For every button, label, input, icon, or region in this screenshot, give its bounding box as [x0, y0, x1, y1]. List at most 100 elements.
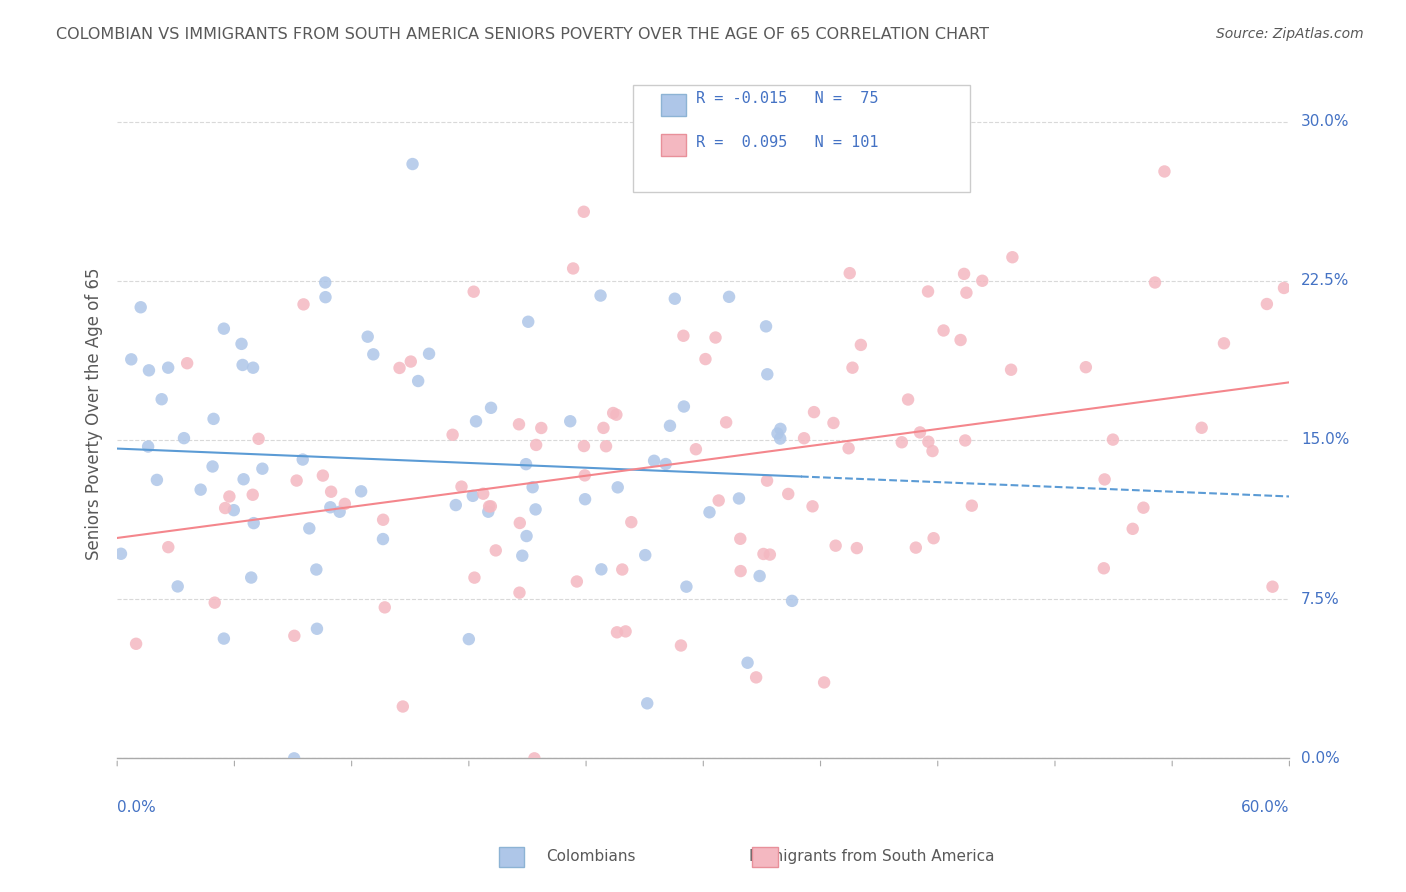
- Point: [461, 489, 484, 503]
- Point: [620, 515, 643, 529]
- Point: [530, 421, 553, 435]
- Point: [314, 276, 336, 290]
- Point: [659, 418, 682, 433]
- Point: [441, 427, 464, 442]
- Point: [150, 392, 173, 407]
- Point: [392, 699, 415, 714]
- Point: [766, 426, 789, 441]
- Point: [922, 531, 945, 545]
- Point: [247, 432, 270, 446]
- Point: [129, 300, 152, 314]
- Point: [166, 579, 188, 593]
- Point: [704, 330, 727, 344]
- Point: [589, 288, 612, 302]
- Point: [146, 473, 169, 487]
- Point: [450, 480, 472, 494]
- Point: [685, 442, 707, 457]
- Point: [769, 422, 792, 436]
- Point: [838, 266, 860, 280]
- Point: [675, 580, 697, 594]
- Point: [718, 290, 741, 304]
- Point: [572, 204, 595, 219]
- Point: [565, 574, 588, 589]
- Point: [769, 432, 792, 446]
- Point: [202, 412, 225, 426]
- Text: 60.0%: 60.0%: [1241, 800, 1289, 814]
- Point: [602, 406, 624, 420]
- Point: [695, 352, 717, 367]
- Point: [1272, 281, 1295, 295]
- Point: [212, 632, 235, 646]
- Point: [190, 483, 212, 497]
- Point: [917, 434, 939, 449]
- Point: [291, 452, 314, 467]
- Point: [510, 549, 533, 563]
- Point: [333, 497, 356, 511]
- Point: [908, 425, 931, 440]
- Point: [120, 352, 142, 367]
- Point: [664, 292, 686, 306]
- Point: [813, 675, 835, 690]
- Point: [136, 440, 159, 454]
- Point: [292, 297, 315, 311]
- Point: [917, 285, 939, 299]
- Point: [371, 513, 394, 527]
- Point: [574, 468, 596, 483]
- Point: [479, 500, 502, 514]
- Text: 15.0%: 15.0%: [1301, 433, 1350, 448]
- Point: [1143, 276, 1166, 290]
- Point: [110, 547, 132, 561]
- Point: [955, 285, 977, 300]
- Point: [759, 548, 782, 562]
- Text: 7.5%: 7.5%: [1301, 591, 1340, 607]
- Point: [803, 405, 825, 419]
- Text: R =  0.095   N = 101: R = 0.095 N = 101: [696, 136, 879, 150]
- Point: [699, 505, 721, 519]
- Point: [780, 594, 803, 608]
- Point: [755, 319, 778, 334]
- Point: [953, 267, 976, 281]
- Point: [218, 490, 240, 504]
- Point: [778, 487, 800, 501]
- Point: [801, 500, 824, 514]
- Point: [283, 751, 305, 765]
- Point: [401, 157, 423, 171]
- Point: [252, 461, 274, 475]
- Point: [418, 347, 440, 361]
- Point: [728, 491, 751, 506]
- Point: [574, 492, 596, 507]
- Point: [478, 500, 501, 514]
- Point: [823, 416, 845, 430]
- Point: [1132, 500, 1154, 515]
- Point: [824, 539, 846, 553]
- Point: [654, 457, 676, 471]
- Point: [921, 444, 943, 458]
- Point: [222, 503, 245, 517]
- Point: [606, 480, 628, 494]
- Point: [312, 468, 335, 483]
- Point: [508, 585, 530, 599]
- Point: [298, 521, 321, 535]
- Point: [1102, 433, 1125, 447]
- Point: [672, 328, 695, 343]
- Point: [516, 529, 538, 543]
- Point: [479, 401, 502, 415]
- Point: [214, 501, 236, 516]
- Point: [305, 622, 328, 636]
- Point: [672, 400, 695, 414]
- Point: [508, 417, 530, 432]
- Point: [592, 421, 614, 435]
- Point: [242, 516, 264, 530]
- Point: [399, 354, 422, 368]
- Point: [845, 541, 868, 555]
- Point: [232, 358, 254, 372]
- Point: [606, 625, 628, 640]
- Point: [1074, 360, 1097, 375]
- Point: [242, 488, 264, 502]
- Point: [157, 360, 180, 375]
- Point: [669, 639, 692, 653]
- Point: [614, 624, 637, 639]
- Text: COLOMBIAN VS IMMIGRANTS FROM SOUTH AMERICA SENIORS POVERTY OVER THE AGE OF 65 CO: COLOMBIAN VS IMMIGRANTS FROM SOUTH AMERI…: [56, 27, 990, 42]
- Point: [972, 274, 994, 288]
- Point: [232, 472, 254, 486]
